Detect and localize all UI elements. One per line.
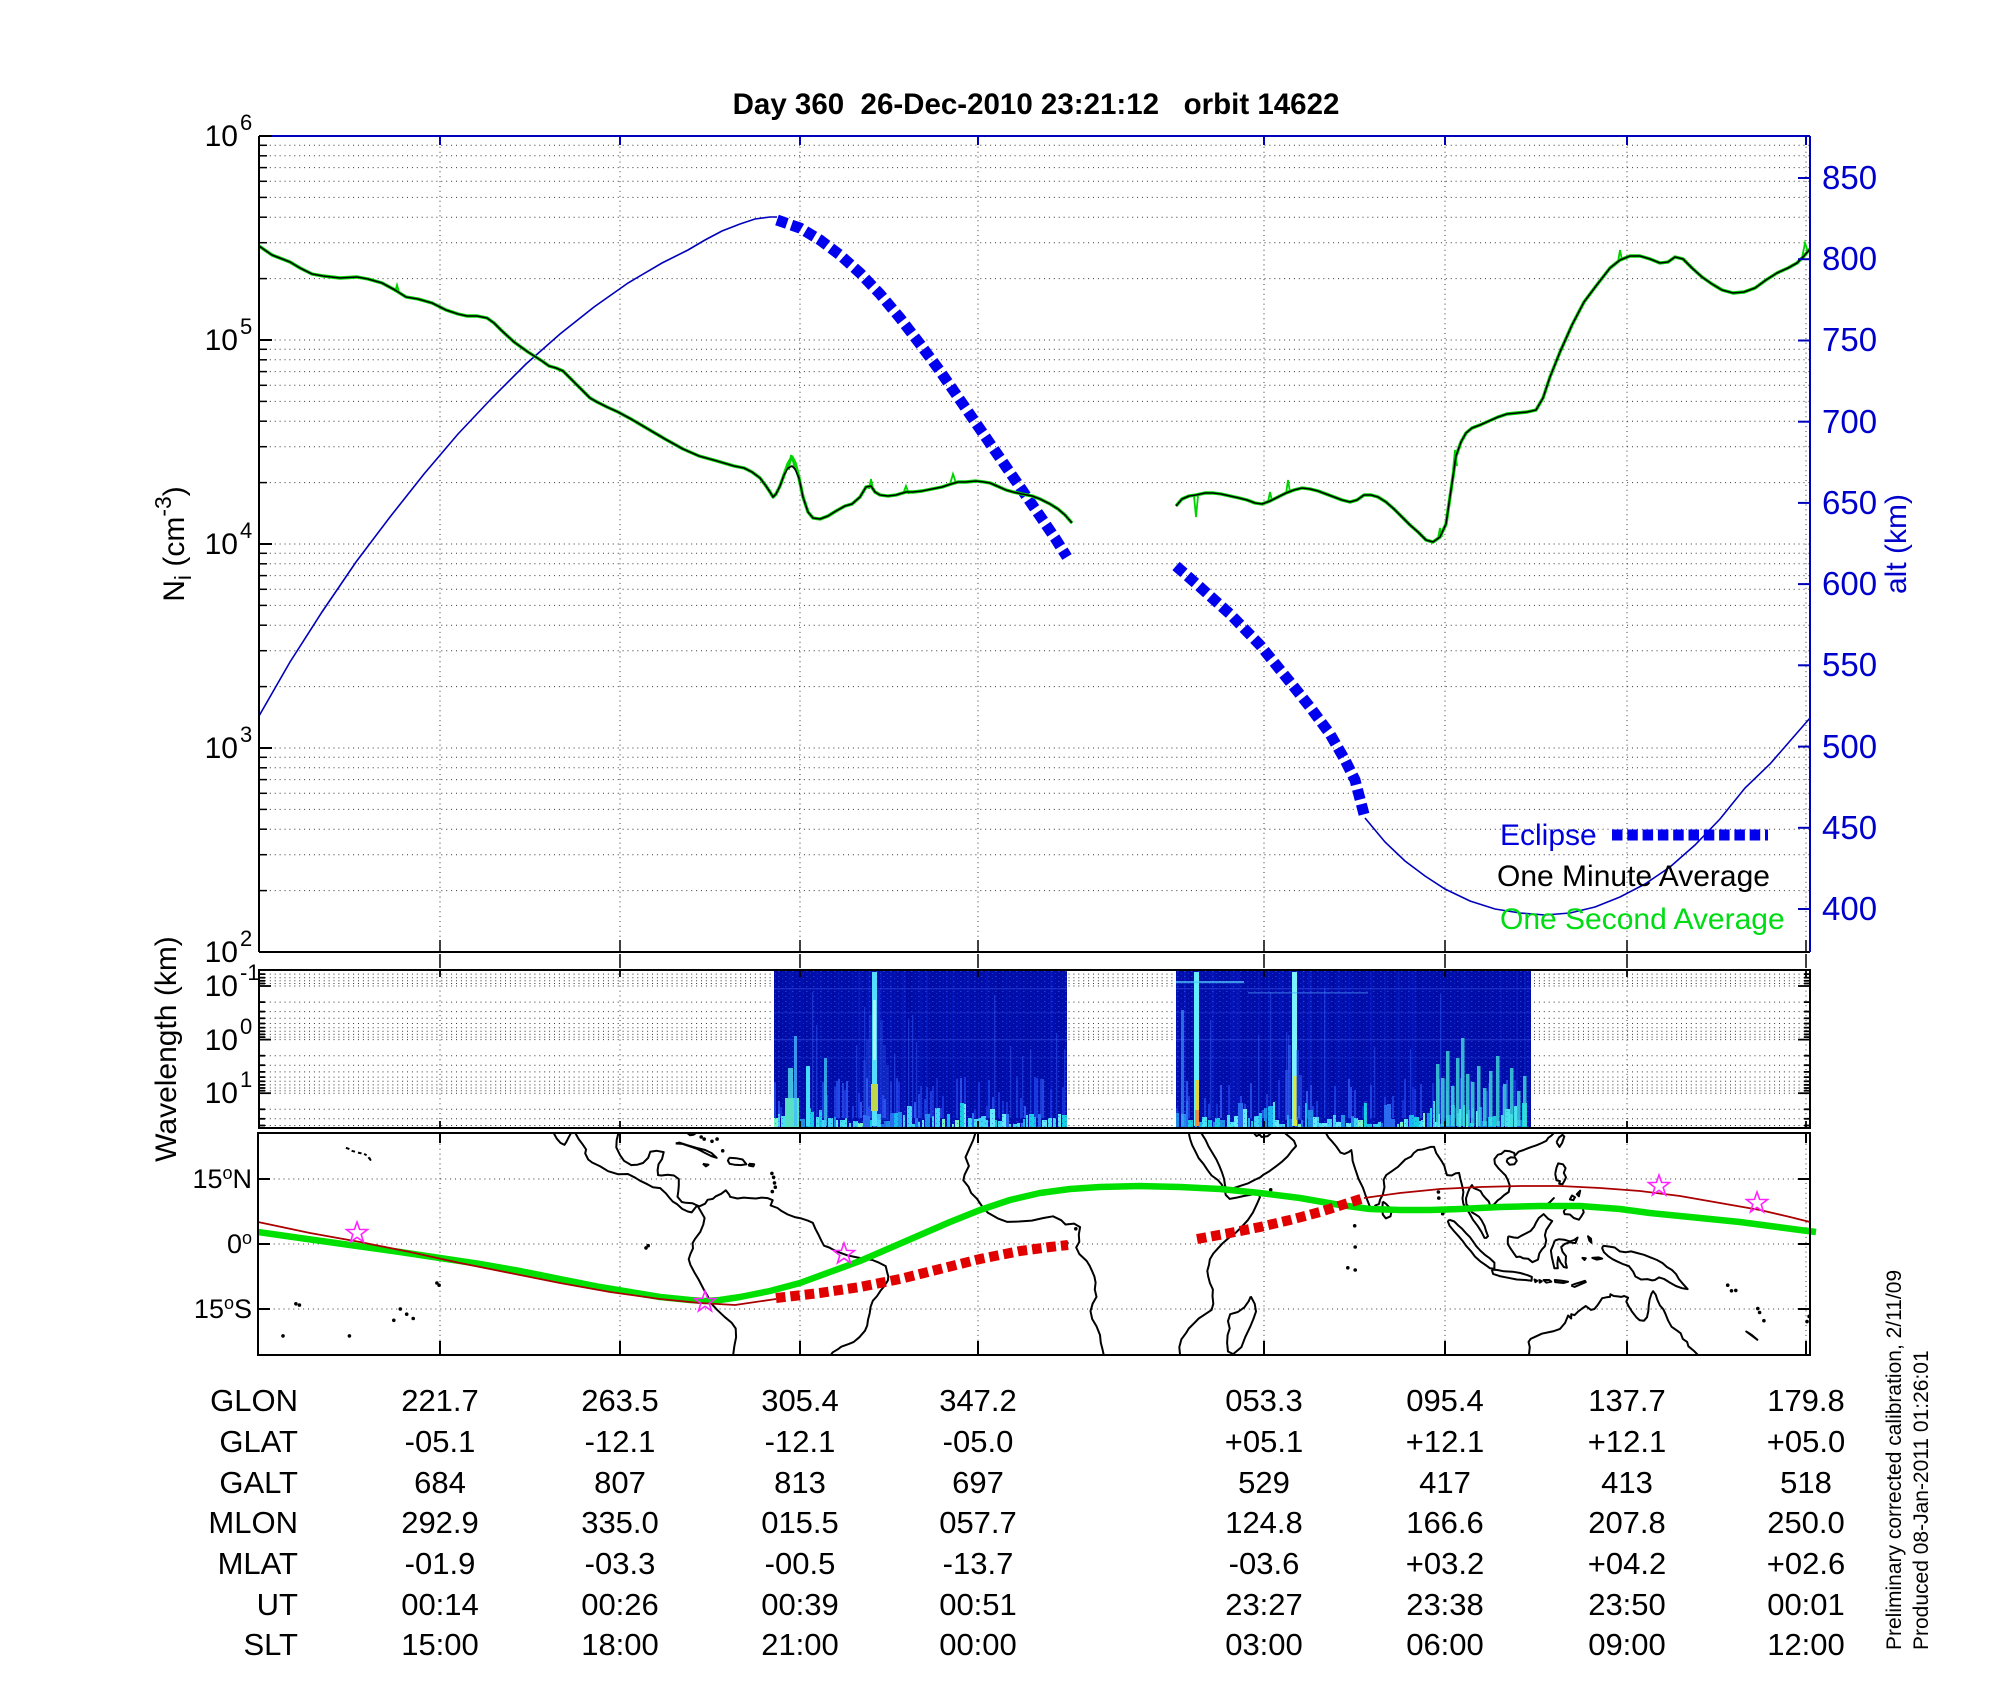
svg-text:MLAT: MLAT	[218, 1546, 298, 1581]
svg-text:+04.2: +04.2	[1588, 1546, 1666, 1581]
svg-text:00:14: 00:14	[401, 1587, 479, 1622]
svg-text:MLON: MLON	[208, 1505, 298, 1540]
svg-text:053.3: 053.3	[1225, 1383, 1303, 1418]
svg-text:12:00: 12:00	[1767, 1627, 1845, 1662]
svg-text:23:27: 23:27	[1225, 1587, 1303, 1622]
svg-text:-12.1: -12.1	[765, 1424, 836, 1459]
svg-text:03:00: 03:00	[1225, 1627, 1303, 1662]
svg-text:2: 2	[240, 926, 252, 951]
svg-text:00:00: 00:00	[939, 1627, 1017, 1662]
svg-text:GLAT: GLAT	[219, 1424, 298, 1459]
svg-text:347.2: 347.2	[939, 1383, 1017, 1418]
svg-text:207.8: 207.8	[1588, 1505, 1666, 1540]
svg-text:One Second Average: One Second Average	[1500, 903, 1785, 936]
svg-text:23:50: 23:50	[1588, 1587, 1666, 1622]
svg-text:750: 750	[1822, 321, 1877, 358]
svg-text:-13.7: -13.7	[943, 1546, 1014, 1581]
svg-text:15:00: 15:00	[401, 1627, 479, 1662]
svg-text:450: 450	[1822, 809, 1877, 846]
svg-text:+05.0: +05.0	[1767, 1424, 1845, 1459]
svg-text:015.5: 015.5	[761, 1505, 839, 1540]
svg-text:Eclipse: Eclipse	[1500, 819, 1597, 852]
svg-text:10: 10	[205, 970, 238, 1003]
svg-text:813: 813	[774, 1465, 826, 1500]
svg-text:650: 650	[1822, 484, 1877, 521]
svg-text:305.4: 305.4	[761, 1383, 839, 1418]
svg-text:One Minute Average: One Minute Average	[1497, 860, 1770, 893]
svg-text:-00.5: -00.5	[765, 1546, 836, 1581]
svg-text:-05.0: -05.0	[943, 1424, 1014, 1459]
svg-text:10: 10	[205, 1077, 238, 1110]
svg-text:292.9: 292.9	[401, 1505, 479, 1540]
svg-text:6: 6	[240, 110, 252, 135]
svg-text:0: 0	[240, 1014, 252, 1039]
svg-text:09:00: 09:00	[1588, 1627, 1666, 1662]
svg-text:21:00: 21:00	[761, 1627, 839, 1662]
svg-text:057.7: 057.7	[939, 1505, 1017, 1540]
svg-text:-05.1: -05.1	[405, 1424, 476, 1459]
svg-text:10: 10	[205, 936, 238, 969]
svg-text:179.8: 179.8	[1767, 1383, 1845, 1418]
svg-text:Day 360 26-Dec-2010 23:21:12: Day 360 26-Dec-2010 23:21:12 orbit 14622	[733, 88, 1340, 121]
svg-text:+12.1: +12.1	[1588, 1424, 1666, 1459]
svg-text:GALT: GALT	[219, 1465, 298, 1500]
svg-text:00:51: 00:51	[939, 1587, 1017, 1622]
svg-text:700: 700	[1822, 403, 1877, 440]
svg-text:UT: UT	[257, 1587, 298, 1622]
svg-text:529: 529	[1238, 1465, 1290, 1500]
svg-text:Wavelength (km): Wavelength (km)	[150, 936, 183, 1162]
svg-text:-03.3: -03.3	[585, 1546, 656, 1581]
svg-text:684: 684	[414, 1465, 466, 1500]
svg-text:500: 500	[1822, 728, 1877, 765]
svg-text:600: 600	[1822, 565, 1877, 602]
svg-text:4: 4	[240, 518, 252, 543]
svg-text:+12.1: +12.1	[1406, 1424, 1484, 1459]
svg-text:10: 10	[205, 528, 238, 561]
svg-text:1: 1	[240, 1067, 252, 1092]
svg-text:18:00: 18:00	[581, 1627, 659, 1662]
svg-text:10: 10	[205, 1024, 238, 1057]
svg-text:00:01: 00:01	[1767, 1587, 1845, 1622]
svg-text:15oN: 15oN	[192, 1163, 252, 1194]
svg-text:SLT: SLT	[243, 1627, 298, 1662]
svg-text:124.8: 124.8	[1225, 1505, 1303, 1540]
svg-text:413: 413	[1601, 1465, 1653, 1500]
svg-text:800: 800	[1822, 240, 1877, 277]
svg-text:417: 417	[1419, 1465, 1471, 1500]
svg-text:807: 807	[594, 1465, 646, 1500]
svg-text:15oS: 15oS	[194, 1293, 252, 1324]
svg-text:-01.9: -01.9	[405, 1546, 476, 1581]
svg-text:250.0: 250.0	[1767, 1505, 1845, 1540]
svg-text:00:39: 00:39	[761, 1587, 839, 1622]
svg-text:-03.6: -03.6	[1229, 1546, 1300, 1581]
svg-text:518: 518	[1780, 1465, 1832, 1500]
svg-text:166.6: 166.6	[1406, 1505, 1484, 1540]
svg-text:10: 10	[205, 324, 238, 357]
svg-text:3: 3	[240, 722, 252, 747]
svg-text:Preliminary corrected calibrat: Preliminary corrected calibration, 2/11/…	[1883, 1270, 1906, 1650]
svg-text:10: 10	[205, 732, 238, 765]
svg-text:137.7: 137.7	[1588, 1383, 1666, 1418]
svg-text:5: 5	[240, 314, 252, 339]
svg-text:10: 10	[205, 120, 238, 153]
svg-text:-1: -1	[240, 960, 260, 985]
svg-text:550: 550	[1822, 646, 1877, 683]
svg-text:06:00: 06:00	[1406, 1627, 1484, 1662]
svg-text:263.5: 263.5	[581, 1383, 659, 1418]
svg-text:+02.6: +02.6	[1767, 1546, 1845, 1581]
svg-text:Produced 08-Jan-2011 01:26:01: Produced 08-Jan-2011 01:26:01	[1910, 1350, 1933, 1650]
svg-text:335.0: 335.0	[581, 1505, 659, 1540]
svg-text:850: 850	[1822, 159, 1877, 196]
svg-text:23:38: 23:38	[1406, 1587, 1484, 1622]
svg-text:+05.1: +05.1	[1225, 1424, 1303, 1459]
svg-text:095.4: 095.4	[1406, 1383, 1484, 1418]
svg-text:GLON: GLON	[210, 1383, 298, 1418]
svg-text:697: 697	[952, 1465, 1004, 1500]
svg-text:00:26: 00:26	[581, 1587, 659, 1622]
svg-text:alt (km): alt (km)	[1880, 494, 1913, 594]
svg-text:-12.1: -12.1	[585, 1424, 656, 1459]
svg-text:+03.2: +03.2	[1406, 1546, 1484, 1581]
svg-text:400: 400	[1822, 890, 1877, 927]
svg-text:221.7: 221.7	[401, 1383, 479, 1418]
